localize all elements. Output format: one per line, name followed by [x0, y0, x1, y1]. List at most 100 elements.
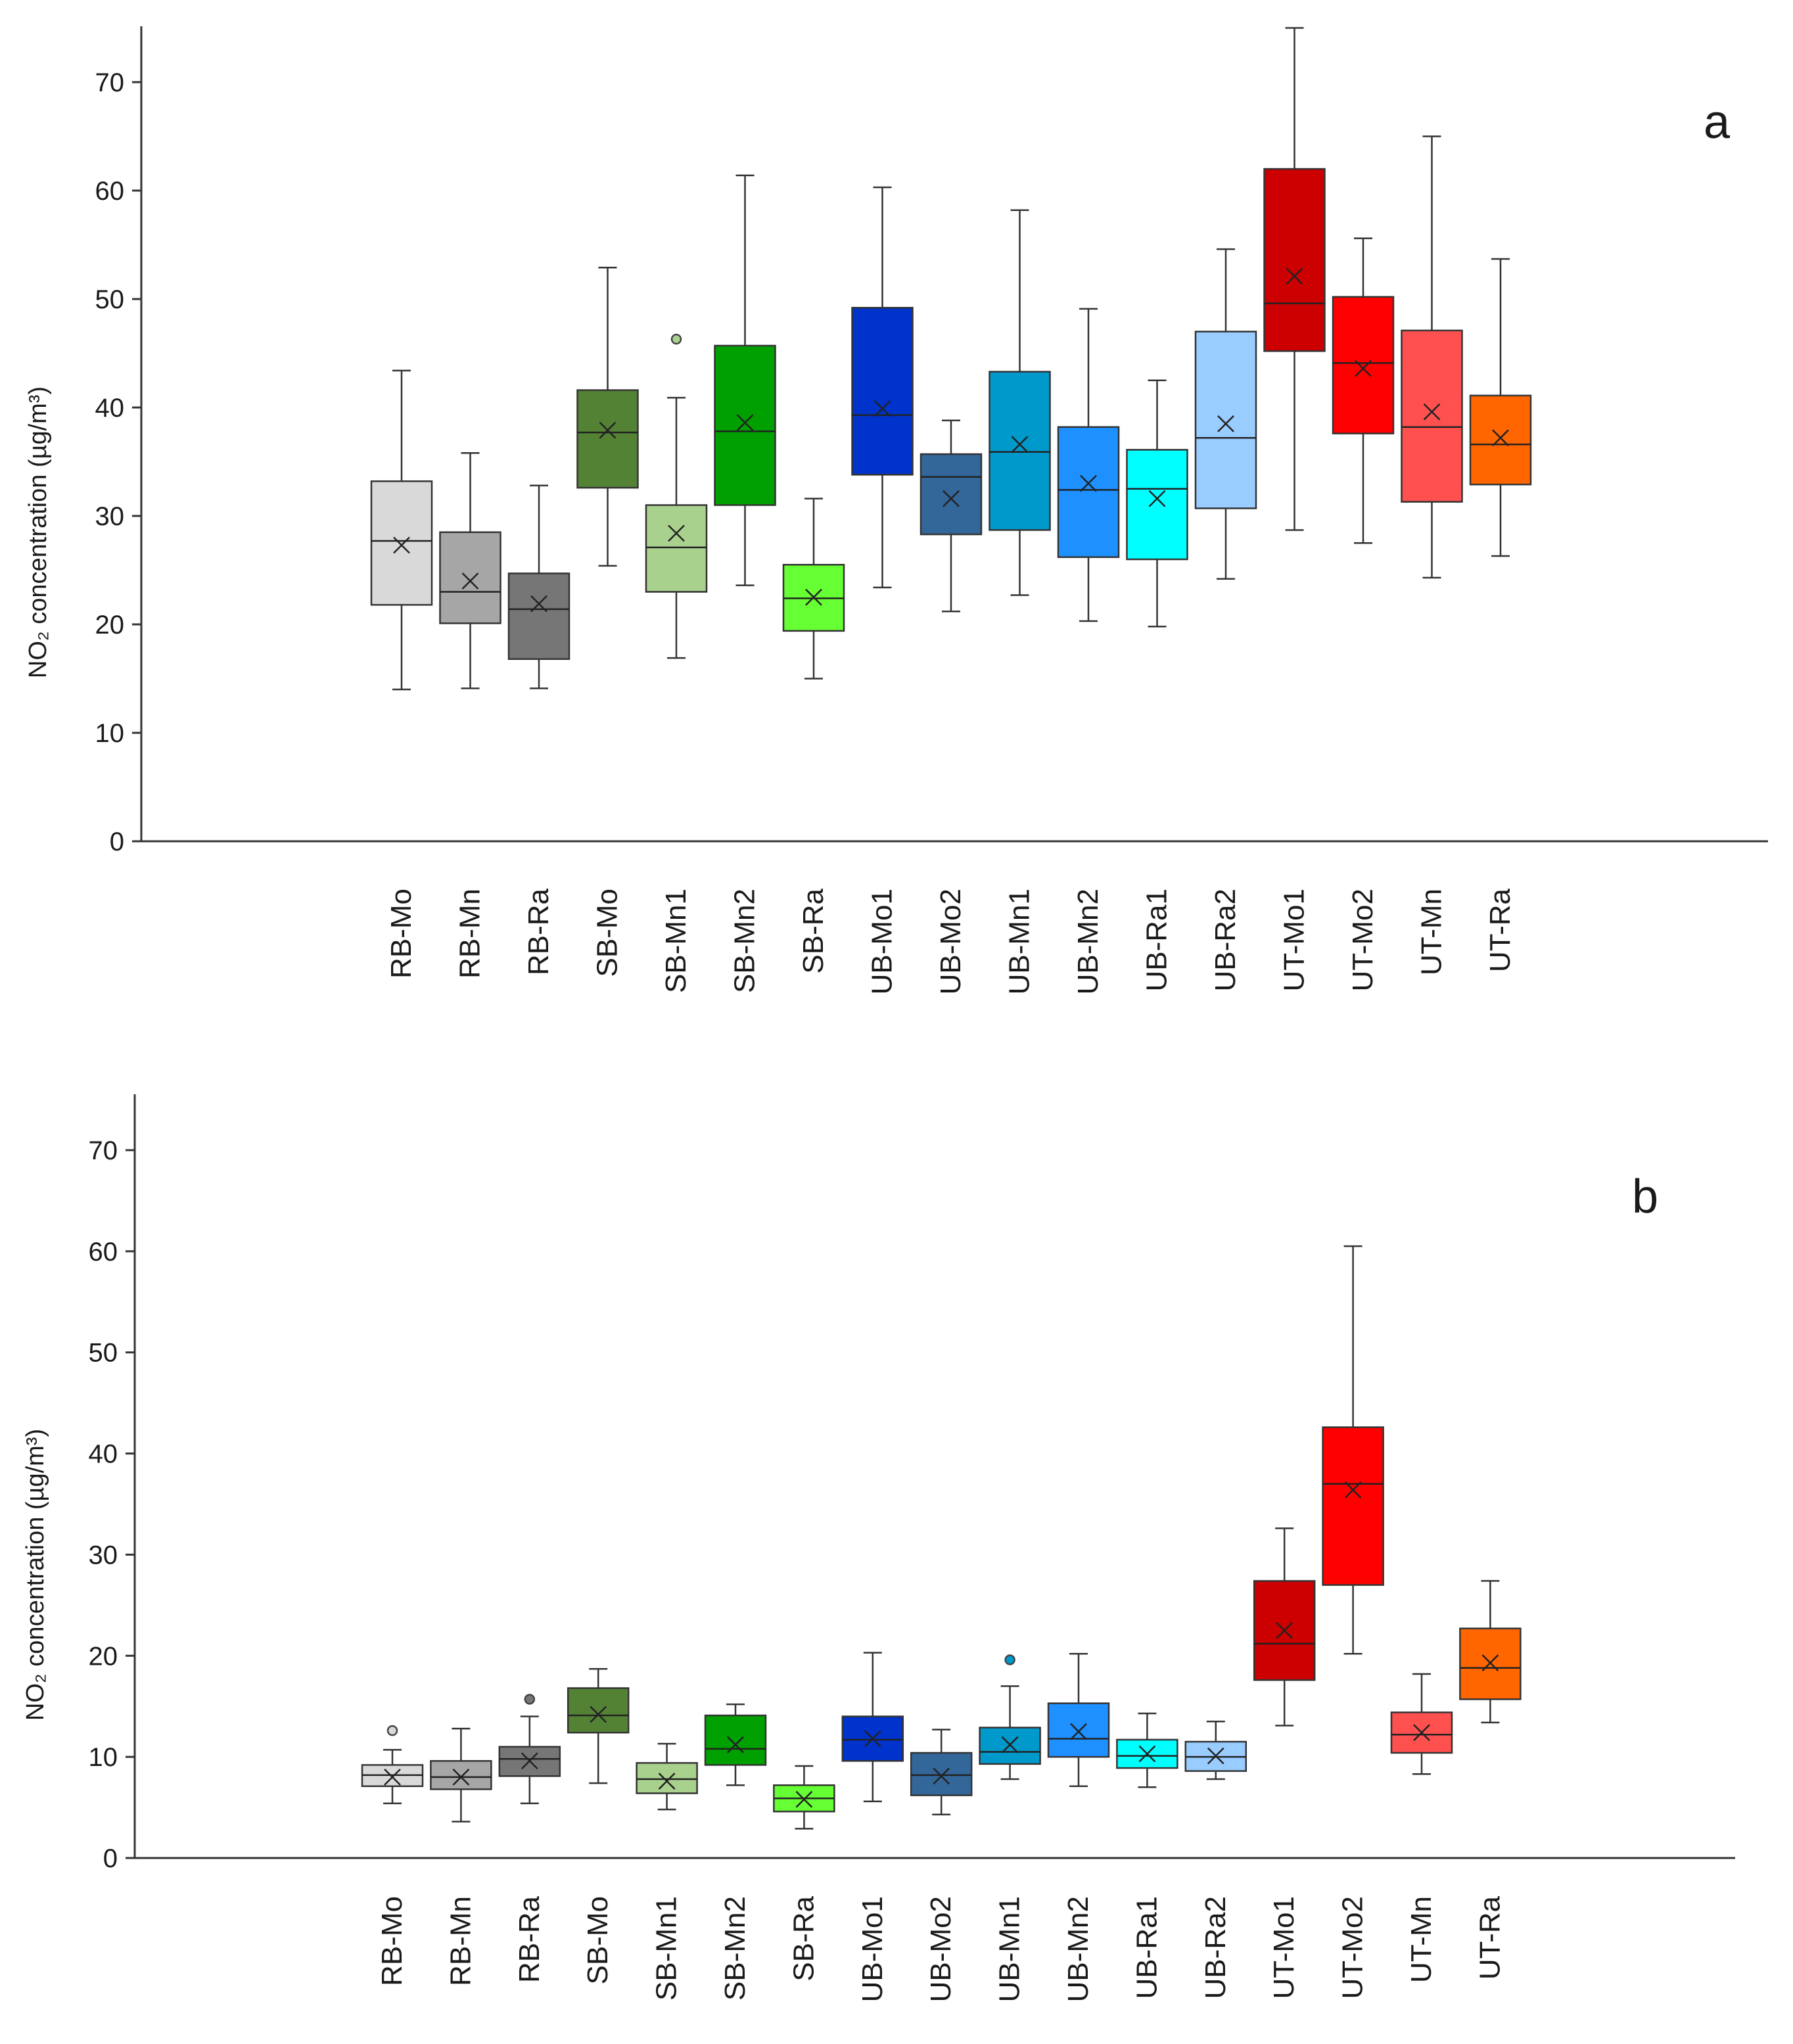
x-tick-label: UT-Mo2 — [1347, 889, 1379, 991]
outlier-point — [670, 333, 682, 345]
x-tick-label: RB-Ra — [513, 1895, 546, 1983]
box-UB-Ra1 — [1126, 379, 1188, 628]
x-tick-label: RB-Ra — [523, 888, 555, 975]
box-iqr — [714, 344, 776, 506]
x-tick-label: SB-Ra — [787, 1895, 820, 1981]
box-iqr — [645, 504, 708, 593]
box-UB-Mo1 — [841, 1652, 904, 1803]
x-tick-label: SB-Mn2 — [729, 889, 761, 993]
x-tick-label: UB-Mo2 — [925, 1896, 957, 2002]
box-iqr — [567, 1687, 630, 1734]
box-UT-Mn — [1390, 1673, 1453, 1775]
mean-marker — [1001, 1736, 1019, 1754]
box-iqr — [576, 389, 639, 489]
y-tick-label: 60 — [95, 177, 125, 206]
box-UB-Ra2 — [1194, 248, 1257, 580]
box-SB-Ra — [782, 498, 845, 680]
x-tick-label: UB-Mo1 — [866, 889, 898, 994]
x-tick-label: UT-Mn — [1416, 889, 1448, 975]
box-UT-Mo2 — [1332, 237, 1395, 544]
box-SB-Mn1 — [636, 1742, 698, 1811]
y-tick-label: 40 — [95, 394, 125, 423]
y-tick-label: 30 — [89, 1541, 118, 1569]
mean-marker — [1413, 1724, 1430, 1742]
box-iqr — [1469, 394, 1532, 486]
panel-letter: a — [1704, 96, 1731, 149]
box-iqr — [1263, 168, 1326, 352]
y-tick-label: 40 — [89, 1440, 118, 1469]
y-tick-label: 10 — [95, 719, 125, 748]
mean-marker — [933, 1767, 950, 1785]
box-RB-Ra — [498, 1694, 561, 1805]
box-iqr — [1194, 331, 1257, 509]
x-tick-label: UT-Ra — [1474, 1895, 1506, 1980]
x-tick-label: UB-Mo1 — [856, 1896, 889, 2002]
panel-letter: b — [1632, 1171, 1658, 1223]
mean-marker — [668, 524, 685, 542]
x-tick-label: UT-Ra — [1484, 888, 1516, 972]
box-RB-Mn — [430, 1727, 492, 1823]
y-tick-label: 0 — [110, 827, 124, 856]
mean-marker — [1276, 1621, 1293, 1639]
mean-marker — [943, 490, 960, 507]
box-iqr — [439, 531, 501, 624]
mean-marker — [873, 400, 891, 417]
box-SB-Mo — [576, 266, 639, 567]
y-tick-label: 70 — [95, 68, 125, 97]
box-iqr — [430, 1760, 492, 1790]
box-RB-Mo — [370, 369, 433, 691]
mean-marker — [1138, 1745, 1156, 1763]
box-iqr — [920, 453, 983, 536]
box-iqr — [851, 306, 914, 476]
mean-marker — [1286, 267, 1303, 285]
box-UT-Mn — [1401, 135, 1463, 579]
box-UT-Ra — [1459, 1580, 1522, 1724]
x-tick-label: UT-Mo1 — [1278, 889, 1311, 991]
mean-marker — [1355, 360, 1372, 377]
y-tick-label: 50 — [89, 1339, 118, 1368]
x-tick-label: SB-Mn2 — [719, 1896, 751, 2001]
mean-marker — [461, 572, 479, 590]
box-iqr — [910, 1752, 973, 1796]
mean-marker — [384, 1769, 401, 1786]
x-tick-label: UB-Mn1 — [1004, 889, 1036, 994]
x-tick-label: UB-Ra2 — [1199, 1896, 1232, 1999]
box-UB-Mn1 — [989, 209, 1051, 596]
y-tick-label: 20 — [89, 1642, 118, 1671]
box-iqr — [370, 480, 433, 606]
y-tick-label: 0 — [103, 1844, 118, 1873]
y-tick-label: 20 — [95, 611, 125, 639]
box-UT-Mo2 — [1322, 1245, 1384, 1655]
x-tick-label: SB-Mn1 — [660, 889, 692, 993]
x-tick-label: UB-Mn2 — [1072, 889, 1104, 994]
y-tick-label: 30 — [95, 502, 125, 531]
box-iqr — [989, 371, 1051, 531]
box-iqr — [1126, 449, 1188, 561]
box-UB-Mn2 — [1047, 1652, 1110, 1788]
mean-marker — [452, 1769, 470, 1786]
y-axis-title: NO₂ concentration (µg/m³) — [22, 1429, 49, 1721]
mean-marker — [658, 1773, 676, 1790]
box-SB-Ra — [773, 1765, 835, 1830]
x-tick-label: SB-Mo — [592, 889, 624, 977]
mean-marker — [1423, 403, 1441, 421]
box-UB-Mn1 — [979, 1654, 1041, 1780]
mean-marker — [736, 414, 754, 431]
mean-marker — [1070, 1723, 1087, 1740]
box-iqr — [1057, 426, 1120, 558]
x-tick-label: UT-Mo1 — [1268, 1896, 1300, 1999]
y-tick-label: 70 — [89, 1136, 118, 1165]
box-SB-Mn2 — [704, 1703, 767, 1786]
chart-panel-a: 0 10 20 30 40 50 60 70 NO₂ concentration (µg/m³)… — [24, 26, 1768, 994]
box-RB-Ra — [507, 484, 570, 689]
mean-marker — [1011, 436, 1029, 453]
x-tick-label: UT-Mo2 — [1337, 1896, 1369, 1999]
x-tick-label: UB-Ra2 — [1209, 889, 1242, 992]
x-tick-label: RB-Mo — [376, 1896, 408, 1986]
y-axis-title: NO₂ concentration (µg/m³) — [24, 386, 52, 678]
box-iqr — [1047, 1702, 1110, 1758]
box-UB-Mo2 — [910, 1729, 973, 1816]
box-iqr — [1401, 329, 1463, 503]
mean-marker — [1148, 490, 1166, 507]
box-iqr — [636, 1762, 698, 1794]
